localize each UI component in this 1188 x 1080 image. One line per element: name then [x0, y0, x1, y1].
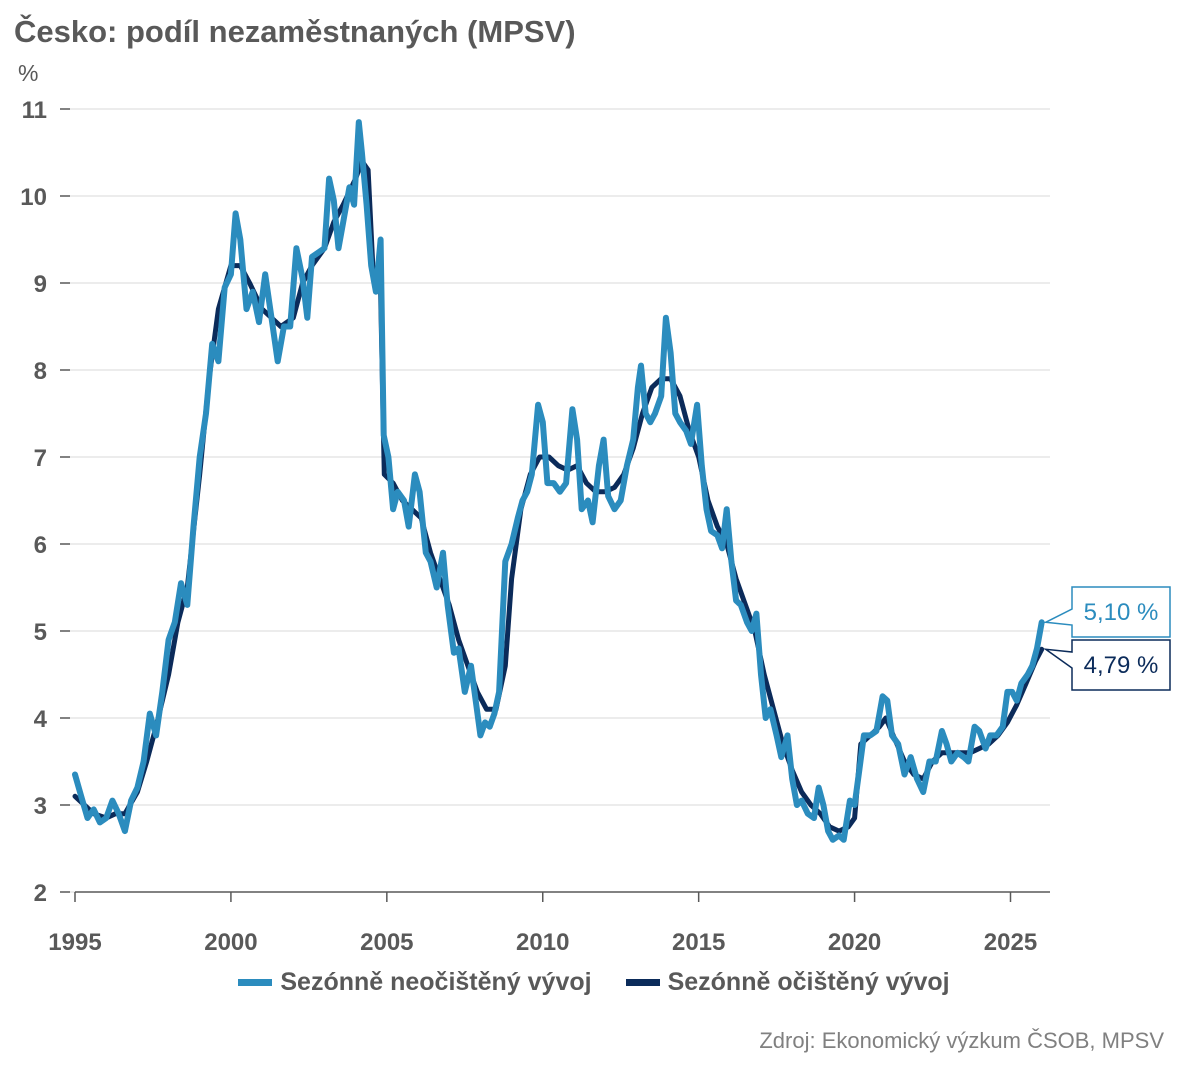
y-tick-label: 6 — [34, 532, 47, 559]
series-lines — [72, 119, 1045, 843]
x-tick-label: 2005 — [360, 929, 413, 956]
x-tick-label: 2015 — [672, 929, 725, 956]
legend-label-adjusted: Sezónně očištěný vývoj — [667, 968, 950, 996]
x-tick-label: 2020 — [828, 929, 881, 956]
value-callouts: 5,10 % 4,79 % — [1042, 586, 1171, 691]
y-axis: 2 3 4 5 6 7 8 9 10 11 — [20, 97, 70, 907]
y-tick-label: 4 — [34, 706, 48, 733]
series-line-unadjusted — [72, 119, 1045, 843]
y-tick-label: 2 — [34, 880, 47, 907]
legend-label-unadjusted: Sezónně neočištěný vývoj — [280, 968, 592, 996]
callout-label-unadjusted: 5,10 % — [1084, 599, 1159, 626]
legend-swatch-unadjusted — [238, 979, 273, 986]
x-tick-label: 1995 — [48, 929, 101, 956]
x-tick-label: 2025 — [984, 929, 1037, 956]
chart-title: Česko: podíl nezaměstnaných (MPSV) — [14, 14, 576, 49]
x-axis: 1995 2000 2005 2010 2015 2020 2025 — [48, 891, 1050, 956]
y-tick-label: 11 — [22, 97, 47, 124]
y-tick-label: 9 — [34, 271, 47, 298]
y-tick-label: 7 — [34, 445, 47, 472]
series-line-adjusted — [72, 158, 1045, 834]
y-tick-label: 5 — [34, 619, 47, 646]
legend-item-unadjusted: Sezónně neočištěný vývoj — [238, 968, 592, 997]
callout-box-unadjusted — [1043, 586, 1171, 638]
x-tick-label: 2000 — [204, 929, 257, 956]
legend-swatch-adjusted — [625, 979, 660, 986]
callout-box-adjusted — [1042, 639, 1171, 691]
source-note: Zdroj: Ekonomický výzkum ČSOB, MPSV — [759, 1028, 1164, 1053]
y-axis-unit: % — [18, 60, 39, 86]
callout-label-adjusted: 4,79 % — [1084, 652, 1159, 679]
y-tick-label: 8 — [34, 358, 47, 385]
legend-item-adjusted: Sezónně očištěný vývoj — [625, 968, 950, 997]
y-tick-label: 10 — [20, 184, 47, 211]
x-tick-label: 2010 — [516, 929, 569, 956]
legend: Sezónně neočištěný vývoj Sezónně očištěn… — [0, 968, 1188, 997]
y-tick-label: 3 — [34, 793, 47, 820]
